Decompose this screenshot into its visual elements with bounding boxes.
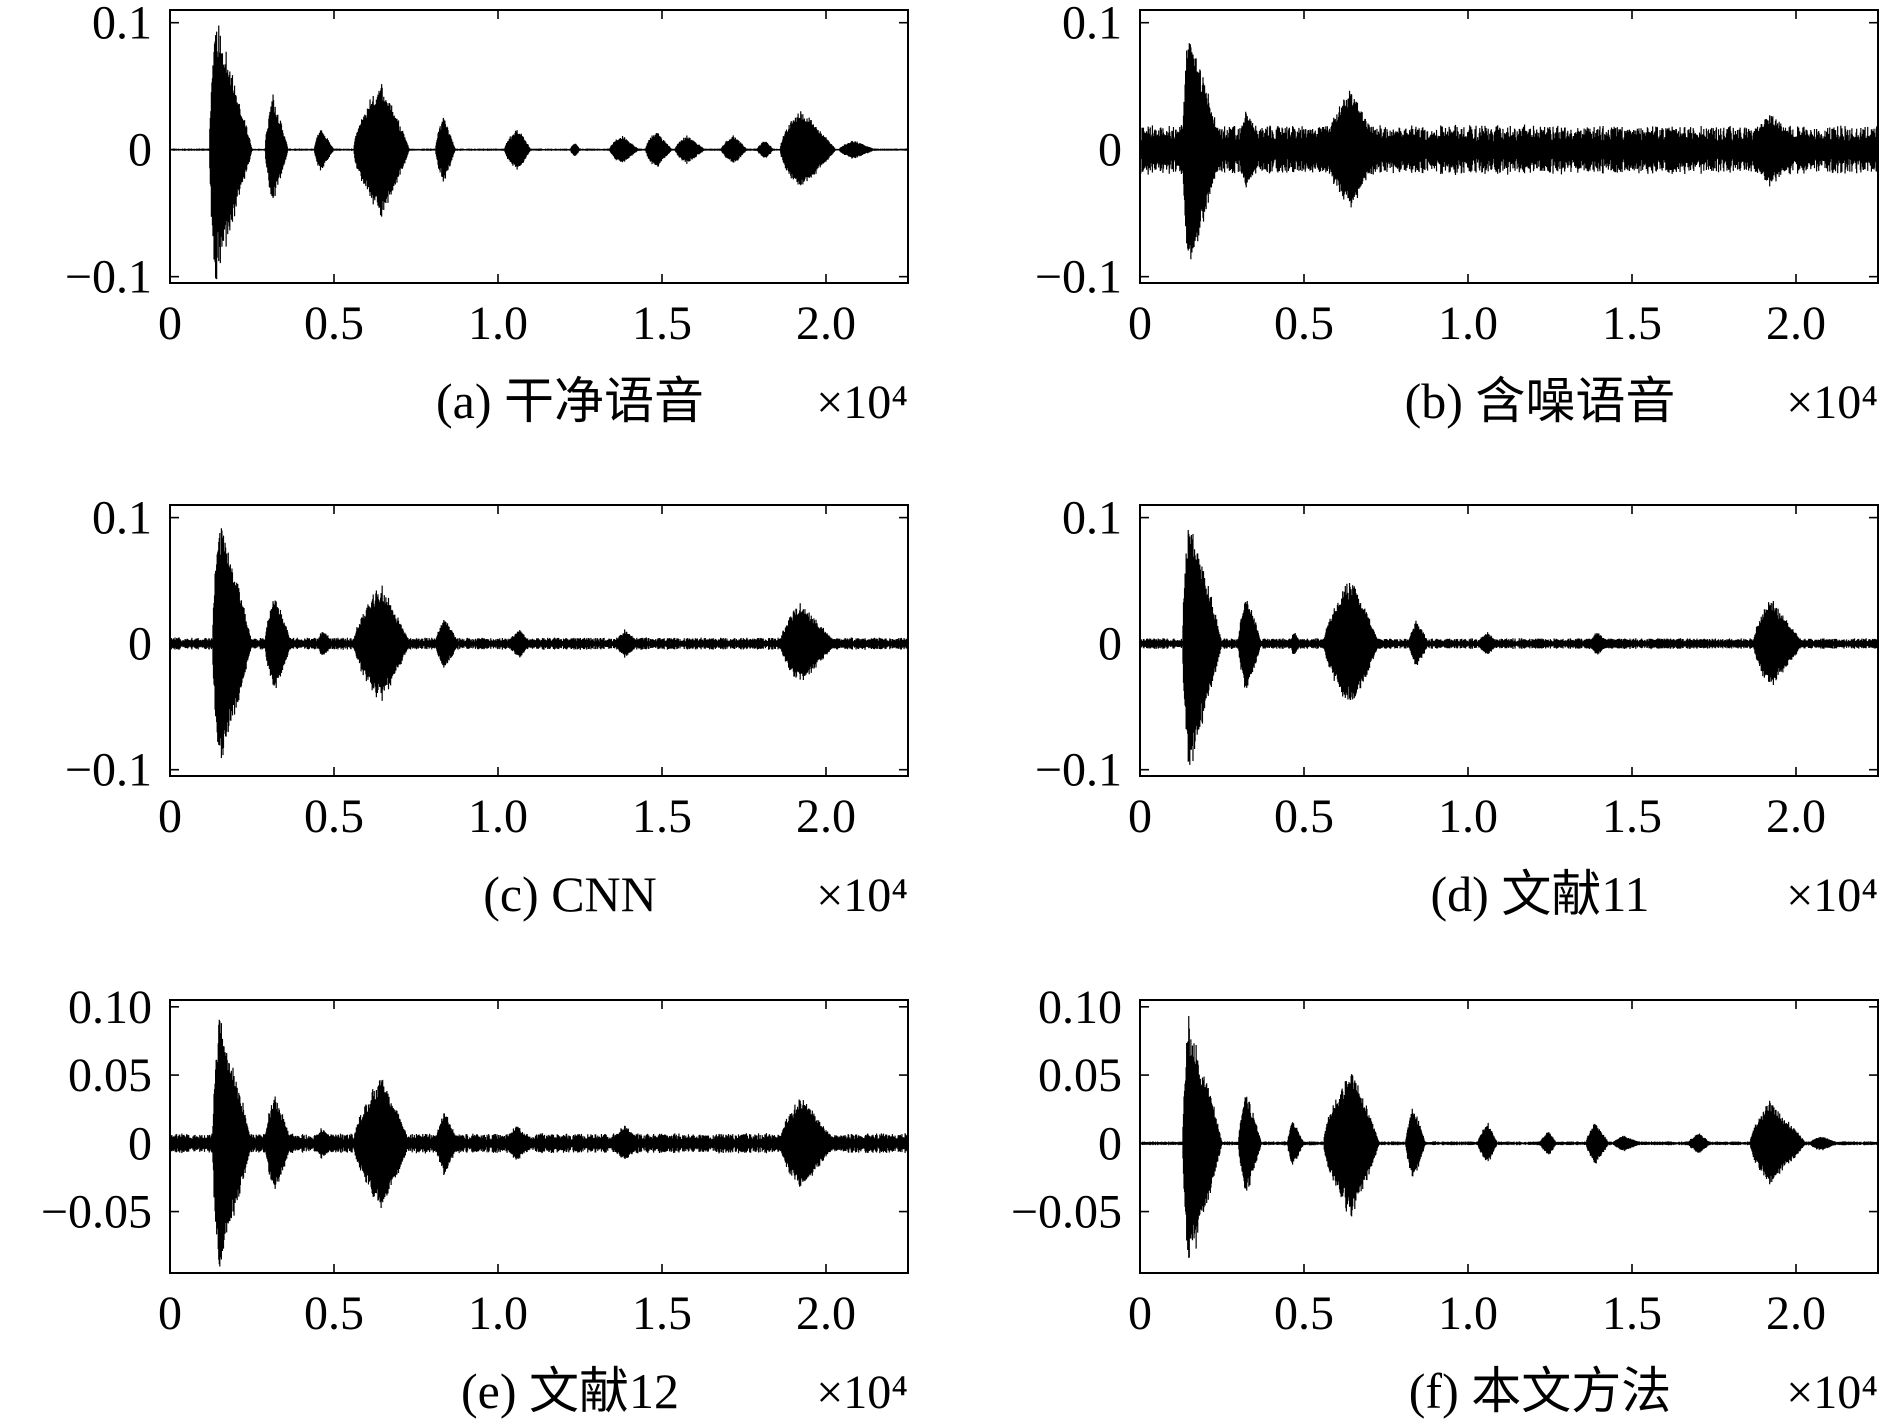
y-tick-label: 0 — [1098, 124, 1122, 177]
x-tick-label: 0 — [158, 790, 182, 843]
axes-frame — [169, 504, 909, 777]
y-tick-label: −0.1 — [65, 744, 152, 797]
y-tick-label: 0 — [128, 124, 152, 177]
x-tick-label: 1.0 — [1438, 297, 1498, 350]
x-tick-label: 1.5 — [1602, 790, 1662, 843]
subplot-caption: (e) 文献12 — [461, 1363, 679, 1419]
x-multiplier-label: ×10⁴ — [1786, 869, 1878, 922]
x-tick-label: 1.5 — [632, 297, 692, 350]
x-multiplier-label: ×10⁴ — [816, 1366, 908, 1419]
x-tick-label: 1.0 — [468, 297, 528, 350]
x-tick-label: 1.0 — [468, 790, 528, 843]
waveform-line — [169, 25, 909, 280]
y-tick-label: 0 — [1098, 618, 1122, 671]
y-tick-label: −0.1 — [1035, 744, 1122, 797]
x-tick-label: 1.5 — [1602, 1287, 1662, 1340]
y-tick-label: −0.05 — [41, 1186, 152, 1239]
y-tick-label: 0.10 — [68, 981, 152, 1034]
subplot-caption: (c) CNN — [483, 866, 657, 922]
y-tick-label: 0.1 — [1062, 0, 1122, 50]
y-tick-label: −0.05 — [1011, 1186, 1122, 1239]
x-tick-label: 2.0 — [1766, 790, 1826, 843]
x-tick-label: 0.5 — [304, 297, 364, 350]
y-tick-label: 0 — [1098, 1117, 1122, 1170]
axes-frame — [169, 9, 909, 284]
subplot-caption: (f) 本文方法 — [1409, 1363, 1671, 1419]
y-tick-label: 0.05 — [68, 1049, 152, 1102]
axes-frame — [1139, 999, 1879, 1274]
x-multiplier-label: ×10⁴ — [816, 376, 908, 429]
x-tick-label: 0.5 — [1274, 297, 1334, 350]
axes-frame — [1139, 9, 1879, 284]
x-tick-label: 2.0 — [1766, 1287, 1826, 1340]
x-tick-label: 0 — [158, 297, 182, 350]
axes-frame — [169, 999, 909, 1274]
x-tick-label: 0.5 — [1274, 790, 1334, 843]
x-tick-label: 0.5 — [1274, 1287, 1334, 1340]
waveform-line — [1139, 1016, 1879, 1258]
subplot-caption: (b) 含噪语音 — [1405, 373, 1676, 429]
x-tick-label: 0.5 — [304, 1287, 364, 1340]
x-tick-label: 1.5 — [1602, 297, 1662, 350]
x-multiplier-label: ×10⁴ — [816, 869, 908, 922]
subplot-a: 0 0.5 1.0 1.5 2.0−0.100.1(a) 干净语音 ×10⁴ — [65, 0, 909, 429]
x-multiplier-label: ×10⁴ — [1786, 1366, 1878, 1419]
x-tick-label: 2.0 — [796, 297, 856, 350]
subplot-b: 0 0.5 1.0 1.5 2.0−0.100.1(b) 含噪语音 ×10⁴ — [1035, 0, 1879, 429]
x-tick-label: 2.0 — [796, 790, 856, 843]
y-tick-label: 0.1 — [1062, 492, 1122, 545]
x-tick-label: 0.5 — [304, 790, 364, 843]
y-tick-label: 0.1 — [92, 492, 152, 545]
y-tick-label: −0.1 — [1035, 251, 1122, 304]
x-tick-label: 2.0 — [1766, 297, 1826, 350]
x-tick-label: 2.0 — [796, 1287, 856, 1340]
x-tick-label: 1.0 — [1438, 790, 1498, 843]
x-tick-label: 0 — [1128, 1287, 1152, 1340]
axes-frame — [1139, 504, 1879, 777]
y-tick-label: 0.1 — [92, 0, 152, 50]
subplot-caption: (d) 文献11 — [1431, 866, 1650, 922]
x-multiplier-label: ×10⁴ — [1786, 376, 1878, 429]
x-tick-label: 1.5 — [632, 790, 692, 843]
y-tick-label: 0.05 — [1038, 1049, 1122, 1102]
x-tick-label: 0 — [1128, 297, 1152, 350]
x-tick-label: 1.0 — [468, 1287, 528, 1340]
x-tick-label: 1.5 — [632, 1287, 692, 1340]
subplot-d: 0 0.5 1.0 1.5 2.0−0.100.1(d) 文献11 ×10⁴ — [1035, 492, 1879, 922]
subplot-caption: (a) 干净语音 — [436, 373, 704, 429]
waveform-line — [1139, 530, 1879, 765]
x-tick-label: 0 — [158, 1287, 182, 1340]
y-tick-label: −0.1 — [65, 251, 152, 304]
y-tick-label: 0.10 — [1038, 981, 1122, 1034]
waveform-line — [1139, 43, 1879, 260]
subplot-c: 0 0.5 1.0 1.5 2.0−0.100.1(c) CNN ×10⁴ — [65, 492, 909, 922]
x-tick-label: 1.0 — [1438, 1287, 1498, 1340]
y-tick-label: 0 — [128, 618, 152, 671]
y-tick-label: 0 — [128, 1117, 152, 1170]
x-tick-label: 0 — [1128, 790, 1152, 843]
